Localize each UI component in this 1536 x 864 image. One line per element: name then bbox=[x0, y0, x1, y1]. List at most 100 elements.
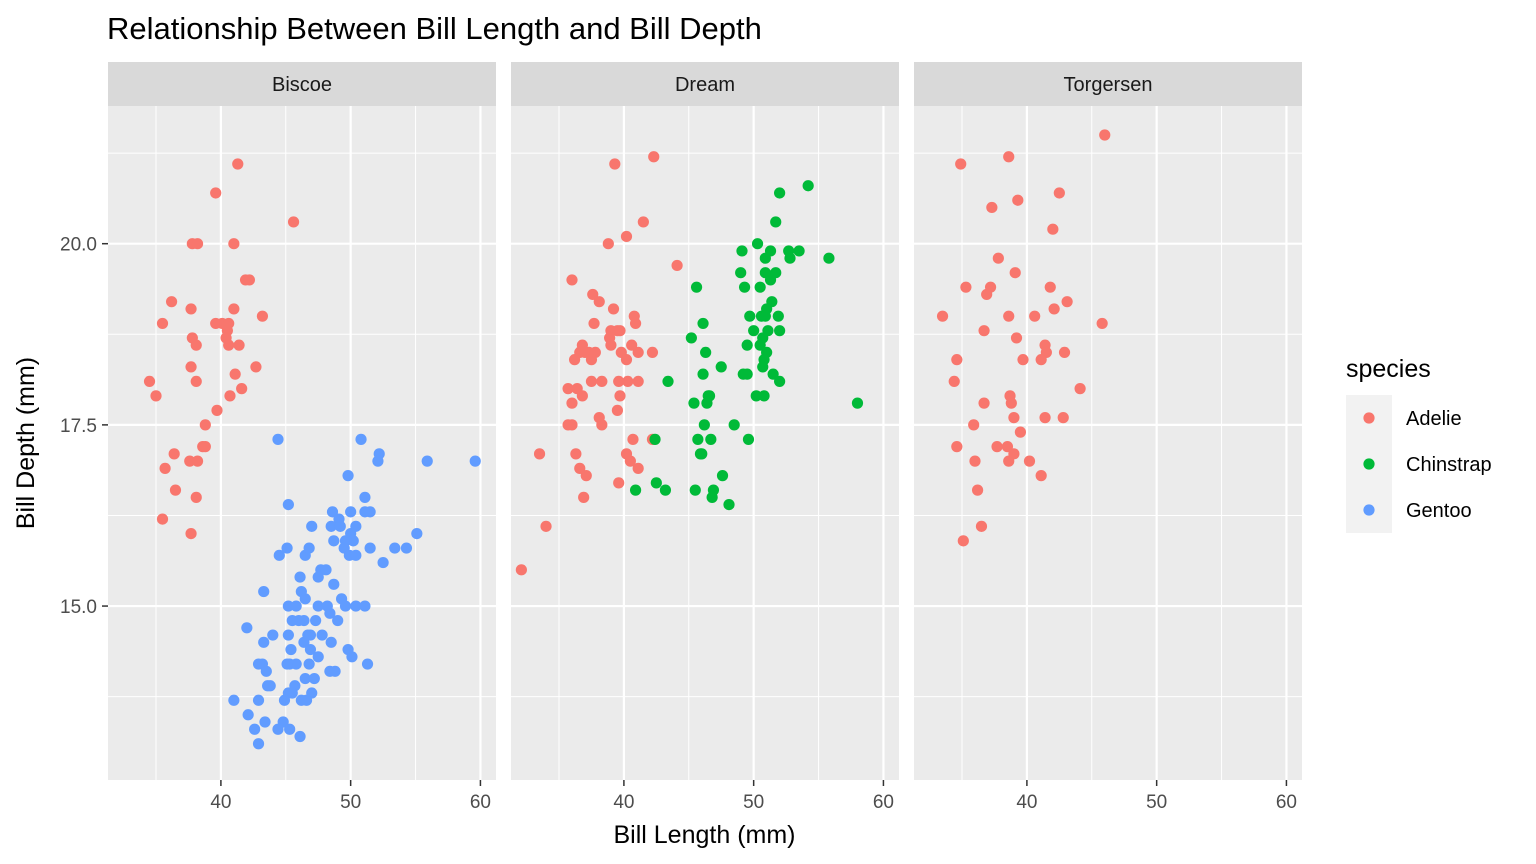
facet-label-biscoe: Biscoe bbox=[272, 74, 332, 96]
data-point-chinstrap bbox=[688, 397, 700, 409]
data-point-adelie bbox=[232, 158, 244, 170]
data-point-chinstrap bbox=[802, 180, 814, 192]
data-point-chinstrap bbox=[757, 361, 769, 373]
data-point-adelie bbox=[948, 375, 960, 387]
data-point-adelie bbox=[955, 158, 967, 170]
data-point-gentoo bbox=[312, 651, 324, 663]
data-point-adelie bbox=[1058, 346, 1071, 359]
data-point-adelie bbox=[609, 158, 621, 170]
panel-torgersen: Torgersen 40 50 60 bbox=[914, 62, 1302, 813]
data-point-adelie bbox=[1048, 303, 1060, 315]
data-point-chinstrap bbox=[793, 245, 805, 257]
data-point-chinstrap bbox=[738, 281, 751, 293]
data-point-adelie bbox=[602, 238, 614, 250]
data-point-adelie bbox=[150, 390, 162, 402]
series-adelie-dream bbox=[515, 151, 683, 576]
series-chinstrap-dream bbox=[629, 180, 864, 511]
data-point-adelie bbox=[951, 354, 963, 366]
data-point-chinstrap bbox=[750, 390, 762, 402]
data-point-gentoo bbox=[328, 578, 340, 590]
data-point-adelie bbox=[185, 361, 197, 373]
data-point-adelie bbox=[978, 325, 990, 337]
data-point-adelie bbox=[613, 477, 625, 489]
legend-swatch-chinstrap bbox=[1363, 458, 1375, 470]
y-axis-title: Bill Depth (mm) bbox=[12, 357, 40, 529]
data-point-gentoo bbox=[389, 542, 401, 554]
panel-background bbox=[511, 106, 899, 780]
data-point-chinstrap bbox=[759, 252, 771, 264]
data-point-gentoo bbox=[411, 527, 423, 540]
x-tick-label: 40 bbox=[210, 792, 231, 813]
data-point-adelie bbox=[991, 441, 1003, 453]
data-point-adelie bbox=[574, 462, 586, 474]
data-point-chinstrap bbox=[784, 252, 796, 264]
legend-title: species bbox=[1346, 355, 1431, 383]
data-point-chinstrap bbox=[823, 252, 835, 264]
data-point-gentoo bbox=[267, 629, 279, 641]
data-point-chinstrap bbox=[774, 375, 786, 387]
data-point-adelie bbox=[951, 441, 963, 453]
data-point-adelie bbox=[159, 462, 171, 474]
data-point-chinstrap bbox=[774, 187, 786, 199]
data-point-adelie bbox=[191, 455, 204, 467]
legend-label-adelie: Adelie bbox=[1406, 408, 1462, 430]
data-point-adelie bbox=[607, 303, 620, 315]
data-point-adelie bbox=[243, 274, 256, 286]
data-point-adelie bbox=[236, 383, 248, 395]
panel-background bbox=[914, 106, 1302, 780]
data-point-adelie bbox=[199, 441, 211, 453]
data-point-chinstrap bbox=[690, 281, 703, 293]
data-point-gentoo bbox=[312, 571, 324, 583]
legend-item-adelie: Adelie bbox=[1346, 395, 1462, 441]
data-point-gentoo bbox=[228, 694, 240, 706]
data-point-gentoo bbox=[359, 600, 371, 612]
data-point-gentoo bbox=[332, 614, 344, 627]
data-point-gentoo bbox=[364, 506, 376, 518]
data-point-adelie bbox=[587, 288, 599, 301]
data-point-gentoo bbox=[299, 672, 311, 685]
data-point-gentoo bbox=[299, 593, 311, 605]
data-point-gentoo bbox=[295, 694, 307, 706]
data-point-gentoo bbox=[400, 542, 413, 554]
data-point-adelie bbox=[169, 484, 182, 496]
data-point-adelie bbox=[156, 513, 169, 525]
data-point-chinstrap bbox=[741, 339, 753, 351]
data-point-adelie bbox=[1009, 267, 1021, 279]
data-point-gentoo bbox=[258, 636, 270, 648]
data-point-adelie bbox=[1029, 310, 1041, 322]
data-point-gentoo bbox=[308, 672, 320, 685]
data-point-chinstrap bbox=[767, 368, 779, 380]
x-tick-label: 40 bbox=[1016, 792, 1037, 813]
data-point-chinstrap bbox=[694, 448, 707, 460]
x-tick-label: 50 bbox=[340, 792, 361, 813]
data-point-adelie bbox=[210, 187, 222, 199]
data-point-gentoo bbox=[372, 455, 384, 467]
data-point-chinstrap bbox=[751, 238, 764, 250]
data-point-adelie bbox=[596, 419, 608, 431]
data-point-chinstrap bbox=[759, 310, 771, 322]
data-point-chinstrap bbox=[715, 361, 727, 373]
data-point-chinstrap bbox=[772, 310, 784, 322]
legend-swatch-adelie bbox=[1363, 412, 1375, 424]
data-point-gentoo bbox=[310, 614, 322, 627]
data-point-adelie bbox=[632, 346, 644, 359]
data-point-chinstrap bbox=[707, 484, 720, 496]
data-point-chinstrap bbox=[662, 375, 674, 387]
data-point-adelie bbox=[540, 520, 552, 532]
data-point-adelie bbox=[978, 397, 990, 409]
data-point-gentoo bbox=[320, 564, 332, 576]
data-point-adelie bbox=[143, 375, 156, 387]
data-point-gentoo bbox=[264, 680, 276, 692]
legend-swatch-gentoo bbox=[1363, 504, 1375, 516]
data-point-gentoo bbox=[258, 585, 270, 598]
data-point-adelie bbox=[562, 419, 574, 431]
data-point-gentoo bbox=[325, 520, 337, 532]
data-point-adelie bbox=[578, 491, 590, 503]
data-point-adelie bbox=[984, 281, 997, 293]
data-point-chinstrap bbox=[698, 419, 710, 431]
y-axis: 15.0 17.5 20.0 bbox=[60, 235, 108, 618]
data-point-adelie bbox=[580, 470, 592, 482]
data-point-adelie bbox=[287, 216, 300, 228]
data-point-adelie bbox=[585, 354, 598, 366]
data-point-adelie bbox=[971, 484, 984, 496]
